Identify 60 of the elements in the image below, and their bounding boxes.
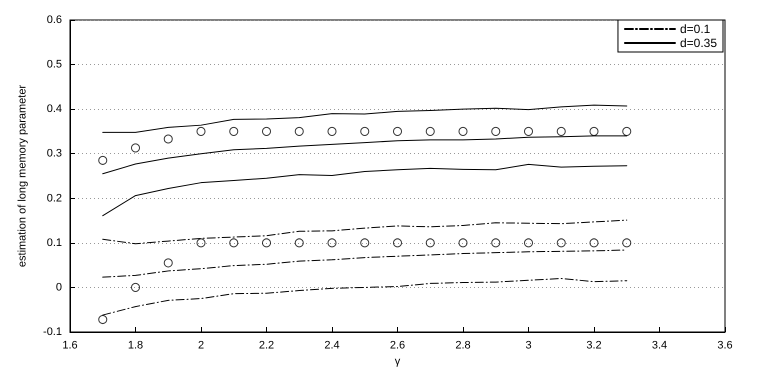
point xyxy=(556,126,566,136)
legend-label: d=0.1 xyxy=(680,22,711,36)
x-tick-label: 3.4 xyxy=(652,340,668,352)
y-tick-label: 0.2 xyxy=(46,192,62,204)
y-tick-label: -0.1 xyxy=(43,326,62,338)
point xyxy=(426,126,435,136)
point xyxy=(556,238,566,248)
point xyxy=(622,126,632,136)
point xyxy=(131,143,140,152)
y-tick-label: 0.6 xyxy=(46,14,62,26)
y-tick-label: 0.1 xyxy=(46,236,62,249)
point xyxy=(164,258,173,268)
point xyxy=(393,126,402,136)
point xyxy=(229,126,238,136)
line-series xyxy=(102,220,628,244)
point xyxy=(328,126,336,136)
point xyxy=(590,238,598,248)
y-tick-label: 0.3 xyxy=(46,148,62,160)
x-tick-label: 2.6 xyxy=(390,340,406,352)
point xyxy=(196,238,206,248)
point xyxy=(262,126,271,136)
point xyxy=(262,238,271,248)
y-tick-label: 0 xyxy=(56,281,62,294)
x-axis-title: γ xyxy=(394,355,401,368)
x-tick-label: 3.6 xyxy=(717,340,733,352)
point xyxy=(360,126,370,136)
point xyxy=(164,134,173,144)
point xyxy=(491,126,500,136)
x-tick-label: 1.8 xyxy=(128,340,144,352)
point xyxy=(294,126,304,136)
point xyxy=(98,315,108,324)
point xyxy=(458,238,468,248)
y-tick-label: 0.4 xyxy=(46,103,62,116)
point xyxy=(360,238,370,248)
x-tick-label: 2.2 xyxy=(258,340,274,352)
x-tick-label: 3 xyxy=(525,340,532,352)
point xyxy=(328,238,336,248)
point xyxy=(458,126,468,136)
point xyxy=(524,238,533,248)
x-tick-label: 2.4 xyxy=(324,340,340,352)
point xyxy=(426,238,435,248)
point xyxy=(229,238,238,248)
line-series xyxy=(102,104,628,133)
y-tick-label: 0.5 xyxy=(46,58,62,71)
x-tick-label: 2 xyxy=(198,340,204,352)
point xyxy=(131,282,140,292)
x-tick-label: 3.2 xyxy=(586,340,602,352)
x-tick-label: 2.8 xyxy=(455,340,471,352)
line-series xyxy=(102,164,628,216)
y-axis-title: estimation of long memory parameter xyxy=(16,84,28,268)
point xyxy=(294,238,304,248)
point xyxy=(622,238,632,248)
point xyxy=(196,126,206,136)
point xyxy=(590,126,598,136)
point xyxy=(98,156,108,165)
point xyxy=(393,238,402,248)
point xyxy=(524,126,533,136)
legend-label: d=0.35 xyxy=(680,36,718,50)
point xyxy=(491,238,500,248)
x-tick-label: 1.6 xyxy=(62,340,78,352)
